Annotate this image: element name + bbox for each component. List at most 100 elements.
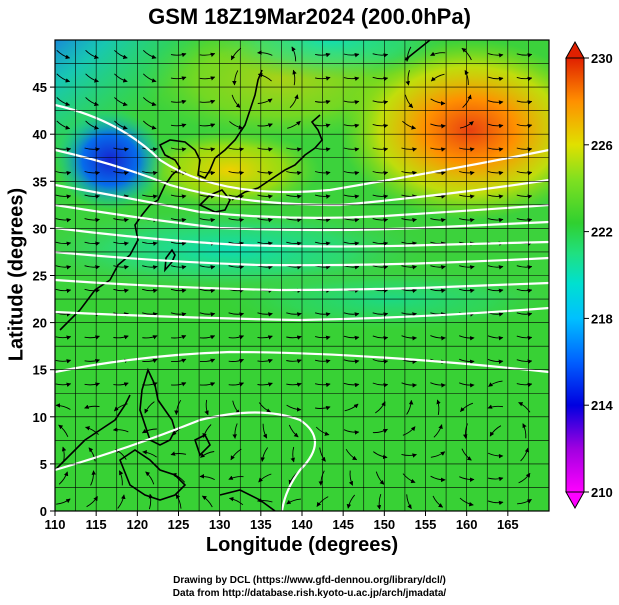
wind-arrow <box>113 265 129 270</box>
y-axis: 0 5 10 15 20 25 30 35 40 45 <box>33 80 55 519</box>
wind-arrow <box>142 120 157 130</box>
wind-arrow <box>228 382 245 387</box>
wind-arrow <box>257 218 273 223</box>
credit-data: Data from http://database.rish.kyoto-u.a… <box>172 588 447 599</box>
wind-arrow <box>406 494 412 510</box>
wind-arrow <box>84 194 100 199</box>
wind-arrow <box>142 449 157 458</box>
wind-arrow <box>174 399 182 416</box>
wind-arrow <box>430 73 445 82</box>
wind-arrow <box>58 471 69 485</box>
wind-arrow <box>343 194 360 199</box>
wind-arrow <box>318 470 325 486</box>
wind-arrow <box>346 494 356 509</box>
wind-arrow <box>436 399 441 415</box>
wind-arrow <box>343 429 360 435</box>
wind-arrow <box>372 170 389 176</box>
wind-arrow <box>113 241 129 246</box>
wind-arrow <box>343 170 360 176</box>
wind-arrow <box>406 399 414 415</box>
wind-arrow <box>55 218 72 223</box>
wind-arrow <box>257 358 273 364</box>
wind-arrow <box>405 70 410 86</box>
y-tick-label: 20 <box>33 316 47 331</box>
wind-arrow <box>463 423 468 439</box>
wind-arrow <box>175 494 182 509</box>
wind-arrow <box>142 49 157 60</box>
y-tick-label: 45 <box>33 80 47 95</box>
wind-arrow <box>231 94 241 108</box>
wind-arrow <box>228 265 245 270</box>
wind-arrow <box>199 99 216 105</box>
wind-arrow <box>288 424 299 438</box>
x-tick-label: 125 <box>168 517 190 532</box>
wind-arrow <box>343 147 360 152</box>
wind-arrow <box>401 147 417 152</box>
colorbar-tick-label: 226 <box>591 138 613 153</box>
wind-arrow <box>345 448 358 461</box>
colorbar-tick-label: 218 <box>591 311 613 326</box>
wind-arrow <box>487 170 504 176</box>
wind-arrow <box>460 402 474 412</box>
wind-arrow <box>56 97 71 107</box>
wind-arrow <box>401 382 417 388</box>
wind-arrow <box>464 70 469 86</box>
wind-arrow <box>372 194 389 199</box>
wind-arrow <box>84 170 100 176</box>
wind-arrow <box>401 335 417 341</box>
wind-arrow <box>487 76 504 82</box>
wind-arrow <box>430 147 446 152</box>
wind-arrow <box>372 147 389 152</box>
colorbar-max-triangle <box>565 40 585 59</box>
wind-arrow <box>113 382 129 387</box>
wind-arrow <box>290 446 295 463</box>
x-tick-label: 115 <box>86 517 107 532</box>
wind-arrow <box>145 471 155 485</box>
wind-arrow <box>432 495 444 508</box>
wind-arrow <box>257 50 273 56</box>
wind-arrow <box>228 475 244 480</box>
wind-arrow <box>372 312 389 317</box>
wind-arrow <box>343 382 360 388</box>
wind-arrow <box>199 335 216 340</box>
geopotential-contours <box>55 103 549 511</box>
wind-arrow <box>84 288 100 294</box>
wind-arrow <box>56 120 71 130</box>
wind-arrow <box>404 46 412 62</box>
wind-arrow <box>55 170 72 176</box>
wind-arrow <box>148 493 154 510</box>
wind-arrow <box>430 265 446 270</box>
colorbar-min-triangle <box>565 491 585 510</box>
wind-arrow <box>84 335 100 340</box>
wind-arrow <box>229 121 244 130</box>
wind-arrow <box>55 194 72 199</box>
wind-arrow <box>516 76 533 82</box>
wind-arrow <box>232 423 238 439</box>
wind-arrow <box>85 426 99 435</box>
wind-arrow <box>348 470 354 486</box>
wind-arrow <box>286 312 302 317</box>
wind-arrow <box>291 46 297 62</box>
wind-arrow <box>258 473 272 483</box>
wind-arrow <box>199 218 216 223</box>
wind-arrow <box>142 194 158 199</box>
x-tick-label: 140 <box>291 517 313 532</box>
wind-arrow <box>114 97 128 107</box>
wind-arrow <box>113 170 129 176</box>
wind-arrow <box>433 424 443 438</box>
y-tick-label: 15 <box>33 363 47 378</box>
x-tick-label: 110 <box>45 517 66 532</box>
wind-arrow <box>343 265 360 270</box>
wind-arrow <box>401 194 417 199</box>
wind-arrow <box>84 265 100 270</box>
wind-arrow <box>55 288 72 294</box>
wind-arrow <box>55 241 72 246</box>
wind-arrow <box>199 474 215 481</box>
wind-arrow <box>142 288 158 294</box>
wind-arrow <box>516 100 533 105</box>
wind-arrow <box>430 475 446 483</box>
wind-arrow <box>142 428 157 434</box>
wind-arrow <box>404 94 414 109</box>
wind-arrow <box>84 147 100 152</box>
